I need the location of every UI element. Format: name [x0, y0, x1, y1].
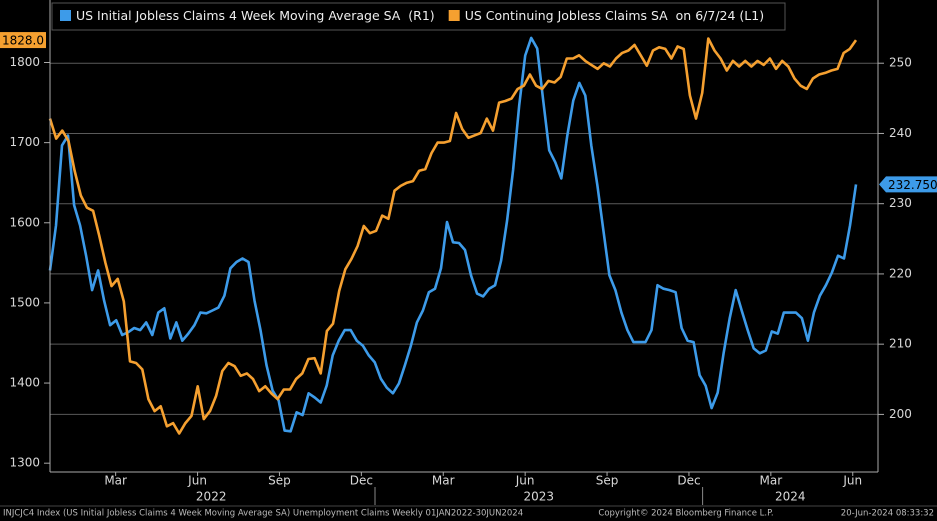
series-line: [48, 37, 858, 435]
legend-swatch: [60, 10, 71, 21]
x-tick-label: Jun: [842, 474, 862, 488]
legend-label: US Initial Jobless Claims 4 Week Moving …: [76, 8, 435, 23]
x-tick-label: Sep: [596, 474, 619, 488]
last-value-label: 232.750: [888, 178, 937, 192]
y-tick-label: 1400: [9, 376, 40, 390]
last-value-label: 1828.0: [2, 34, 44, 48]
x-tick-label: Dec: [350, 474, 373, 488]
last-value-tag: [879, 176, 937, 193]
y2-tick-label: 220: [889, 266, 912, 280]
footer-center: Copyright© 2024 Bloomberg Finance L.P.: [598, 509, 773, 519]
x-tick-label: Jun: [187, 474, 207, 488]
lines: [48, 36, 858, 435]
year-label: 2022: [196, 490, 227, 504]
y2-tick-label: 210: [889, 337, 912, 351]
y2-tick-label: 250: [889, 56, 912, 70]
legend-label: US Continuing Jobless Claims SA on 6/7/2…: [465, 8, 764, 23]
y2-tick-label: 200: [889, 407, 912, 421]
x-tick-label: Mar: [432, 474, 455, 488]
legend-swatch: [448, 10, 460, 21]
y2-tick-label: 230: [889, 196, 912, 210]
y2-tick-label: 240: [889, 126, 912, 140]
x-tick-label: Sep: [268, 474, 291, 488]
x-tick-label: Jun: [515, 474, 535, 488]
y-tick-label: 1800: [9, 55, 40, 69]
year-label: 2024: [775, 490, 806, 504]
y-tick-label: 1700: [9, 135, 40, 149]
year-label: 2023: [524, 490, 555, 504]
series-line: [48, 36, 858, 433]
x-tick-label: Mar: [104, 474, 127, 488]
y-tick-label: 1300: [9, 456, 40, 470]
x-tick-label: Dec: [677, 474, 700, 488]
last-value-tag: [0, 32, 46, 49]
y-tick-label: 1600: [9, 215, 40, 229]
x-tick-label: Mar: [760, 474, 783, 488]
legend-box: [51, 2, 786, 31]
grid: [50, 62, 878, 415]
footer-right: 20-Jun-2024 08:33:32: [841, 509, 934, 519]
footer-left: INJCJC4 Index (US Initial Jobless Claims…: [3, 509, 523, 519]
y-tick-label: 1500: [9, 295, 40, 309]
